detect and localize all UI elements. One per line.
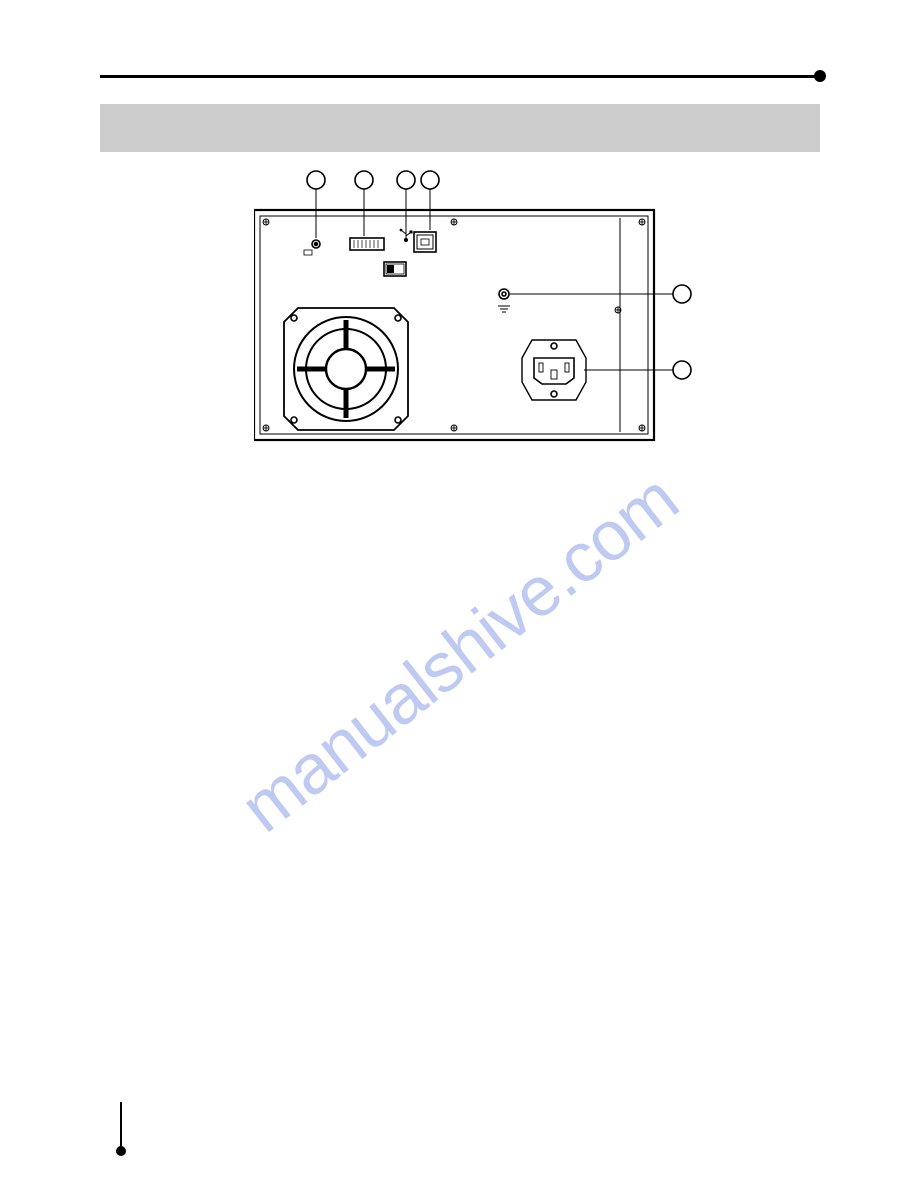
header-rule-dot [814,70,826,82]
watermark-text: manualshive.com [226,459,693,848]
header-rule [100,75,820,78]
footer-rule [120,1102,122,1150]
footer-rule-dot [116,1146,126,1156]
page-root: manualshive.com [0,0,918,1188]
rear-panel-diagram [254,170,694,460]
section-title-bar [100,104,820,152]
diagram-svg [254,170,694,460]
